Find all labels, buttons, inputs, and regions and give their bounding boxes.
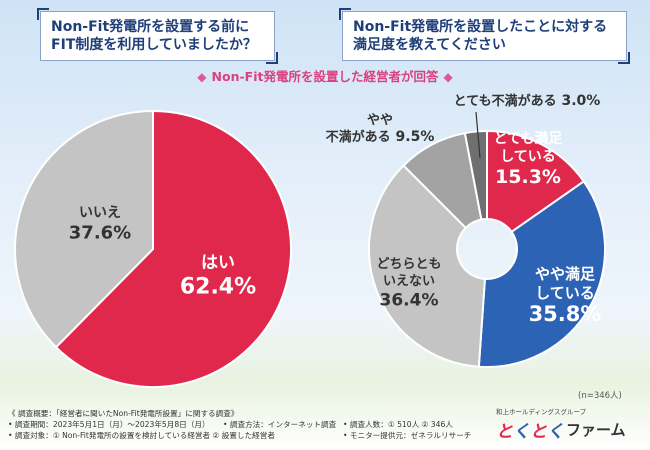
footer-period: • 調査期間：2023年5月1日（月）～2023年5月8日（月）	[8, 420, 210, 429]
survey-footer: 《 調査概要：「経営者に聞いたNon-Fit発電所設置」に関する調査》 • 調査…	[8, 408, 488, 441]
footer-title: 《 調査概要：「経営者に聞いたNon-Fit発電所設置」に関する調査》	[8, 409, 239, 418]
company-logo: 和上ホールディングスグループ と く と く ファーム	[496, 406, 646, 442]
question-2-line-2: 満足度を教えてください	[353, 37, 506, 53]
slice-label-text: している	[535, 284, 595, 302]
pie-slice	[54, 109, 292, 388]
logo-char: と	[496, 422, 513, 442]
slice-label-text: やや満足	[535, 265, 596, 283]
slice-label-no: いいえ 37.6%	[69, 205, 131, 244]
pie-slice	[477, 180, 606, 368]
slice-value: 36.4%	[380, 290, 439, 310]
slice-label-text: とても不満がある 3.0%	[454, 93, 601, 109]
slice-label-text: 不満がある 9.5%	[326, 129, 435, 145]
logo-char: く	[513, 422, 530, 442]
leader-line	[475, 111, 481, 159]
slice-value: 35.8%	[529, 302, 602, 326]
logo-suffix: ファーム	[566, 421, 626, 439]
question-1-line-1: Non-Fit発電所を設置する前に	[51, 19, 250, 35]
diamond-icon: ◆	[443, 70, 453, 84]
sample-size-label: (n=346人)	[578, 391, 622, 401]
pie-slice	[486, 129, 586, 234]
logo-char: く	[547, 422, 564, 442]
footer-count: • 調査人数：① 510人 ② 346人	[343, 420, 453, 429]
subtitle-text: Non-Fit発電所を設置した経営者が回答	[211, 69, 439, 84]
logo-brand: と く と く ファーム	[496, 417, 646, 442]
pie-slice	[463, 129, 488, 221]
chart-labels: はい62.4%いいえ37.6%とても満足している15.3%やや満足している35.…	[69, 93, 602, 326]
slice-label-text: どちらとも	[376, 257, 441, 272]
footer-provider: • モニター提供元：ゼネラルリサーチ	[343, 431, 472, 440]
slice-label-text: いえない	[383, 274, 435, 289]
slice-value: 62.4%	[180, 274, 256, 299]
slice-label-text: はい	[201, 253, 235, 273]
slice-label-text: している	[500, 149, 556, 165]
question-box-1: Non-Fit発電所を設置する前に FIT制度を利用していましたか？	[37, 8, 278, 64]
logo-group-name: 和上ホールディングスグループ	[496, 408, 587, 416]
logo-char: と	[530, 422, 547, 442]
donut-chart-satisfaction	[368, 129, 606, 368]
question-2-line-1: Non-Fit発電所を設置したことに対する	[353, 19, 608, 35]
slice-value: 37.6%	[69, 223, 131, 244]
slice-label-text: いいえ	[79, 205, 121, 221]
subtitle: ◆ Non-Fit発電所を設置した経営者が回答 ◆	[0, 66, 650, 85]
slice-label-text: とても満足	[494, 130, 564, 147]
diamond-icon: ◆	[197, 70, 207, 84]
pie-slice	[14, 109, 154, 349]
slice-value: 15.3%	[495, 166, 561, 188]
slice-label-very-dissatisfied: とても不満がある 3.0%	[454, 93, 601, 109]
pie-chart-fit-usage	[14, 109, 292, 388]
question-box-2: Non-Fit発電所を設置したことに対する 満足度を教えてください	[339, 8, 630, 64]
question-1-line-2: FIT制度を利用していましたか？	[51, 37, 257, 53]
slice-label-text: やや	[367, 113, 393, 128]
footer-method: • 調査方法：インターネット調査	[223, 420, 337, 429]
pie-slice	[368, 164, 486, 368]
footer-target: • 調査対象：① Non-Fit発電所の設置を検討している経営者 ② 設置した経…	[8, 431, 275, 440]
